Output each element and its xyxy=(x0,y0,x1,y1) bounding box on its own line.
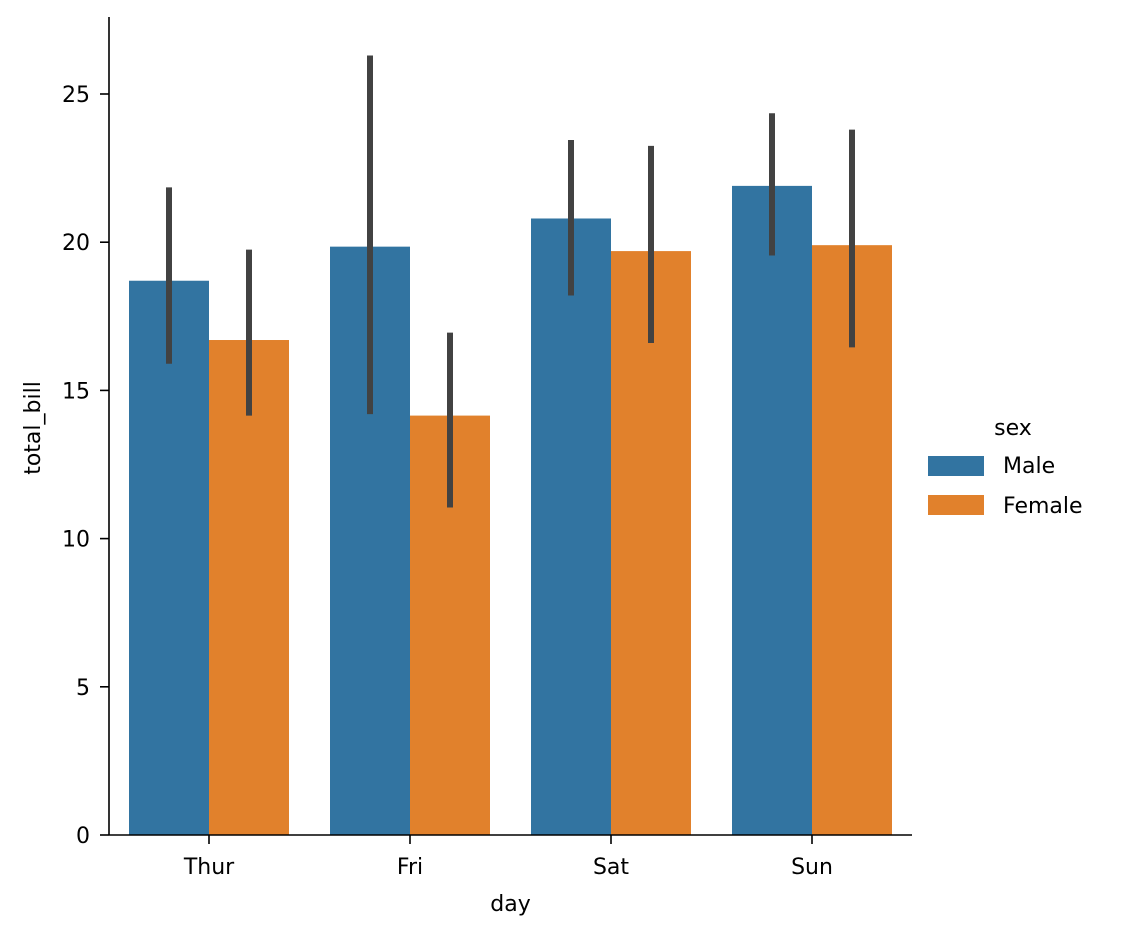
bar-male-sun xyxy=(732,185,812,835)
y-tick-label: 5 xyxy=(76,676,90,701)
y-tick-label: 25 xyxy=(62,83,90,108)
errorbars-layer xyxy=(166,55,855,508)
legend-swatch-female xyxy=(928,495,984,515)
x-tick-label: Sun xyxy=(791,855,833,880)
axes-layer xyxy=(108,17,912,836)
legend-label-male: Male xyxy=(1003,454,1055,479)
x-ticks: Thur Fri Sat Sun xyxy=(183,835,833,880)
bar-female-thur xyxy=(209,340,289,835)
legend: sex Male Female xyxy=(928,416,1083,519)
bar-female-sat xyxy=(611,251,691,836)
x-tick-label: Sat xyxy=(593,855,629,880)
y-ticks: 0 5 10 15 20 25 xyxy=(62,83,109,849)
y-tick-label: 10 xyxy=(62,528,90,553)
legend-label-female: Female xyxy=(1003,494,1083,519)
legend-swatch-male xyxy=(928,456,984,476)
x-axis-title: day xyxy=(490,892,530,917)
y-tick-label: 20 xyxy=(62,231,90,256)
y-tick-label: 0 xyxy=(76,824,90,849)
y-tick-label: 15 xyxy=(62,379,90,404)
x-tick-label: Thur xyxy=(183,855,235,880)
y-axis-title: total_bill xyxy=(21,381,46,475)
x-tick-label: Fri xyxy=(397,855,423,880)
legend-title: sex xyxy=(994,416,1032,441)
bar-male-thur xyxy=(129,280,209,835)
bars-layer xyxy=(129,185,892,836)
bar-male-sat xyxy=(531,218,611,835)
